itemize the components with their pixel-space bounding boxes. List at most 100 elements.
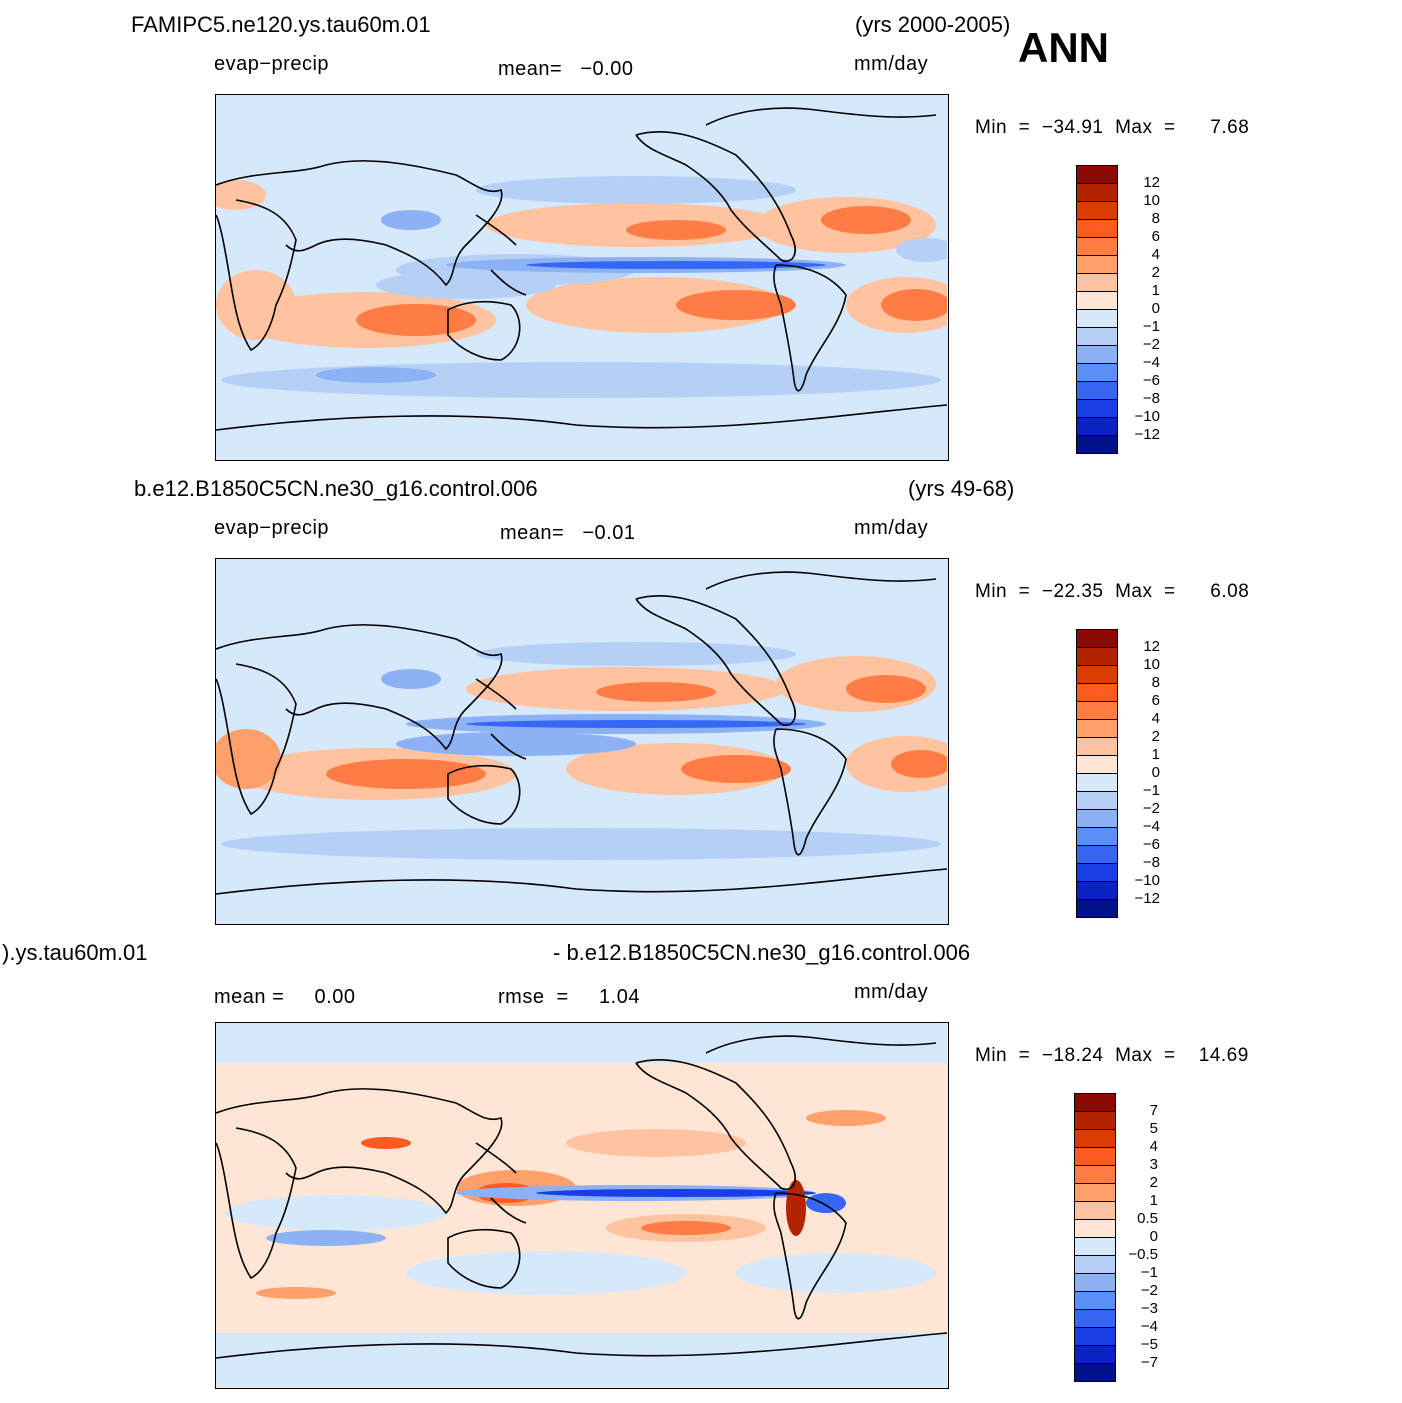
colorbar-swatch — [1076, 827, 1118, 846]
colorbar-swatch — [1076, 845, 1118, 864]
colorbar-tick-label: −2 — [1142, 336, 1160, 353]
colorbar-swatch — [1074, 1237, 1116, 1256]
panel1-mean: mean= −0.00 — [498, 58, 634, 80]
colorbar-tick-label: 1 — [1151, 746, 1160, 763]
colorbar-swatch — [1076, 665, 1118, 684]
panel1-minmax: Min = −34.91 Max = 7.68 — [975, 117, 1250, 138]
panel1-case-name: FAMIPC5.ne120.ys.tau60m.01 — [131, 12, 431, 37]
panel2-min-value: −22.35 — [1041, 581, 1104, 602]
colorbar-tick-label: 5 — [1149, 1120, 1158, 1137]
panel2-max-label: Max — [1115, 581, 1153, 602]
panel1-max-label: Max — [1115, 117, 1153, 138]
panel3-rmse: rmse = 1.04 — [498, 986, 640, 1008]
panel3-map — [215, 1022, 949, 1389]
panel2-minmax: Min = −22.35 Max = 6.08 — [975, 581, 1250, 602]
panel3-max-label: Max — [1115, 1045, 1153, 1066]
colorbar-tick-label: −10 — [1134, 872, 1160, 889]
colorbar-tick-label: 0 — [1149, 1228, 1158, 1245]
colorbar-swatch — [1076, 435, 1118, 454]
colorbar-tick-label: 4 — [1151, 246, 1160, 263]
colorbar-swatch — [1074, 1183, 1116, 1202]
colorbar-tick-label: 4 — [1151, 710, 1160, 727]
colorbar-swatch — [1074, 1255, 1116, 1274]
panel1-map — [215, 94, 949, 461]
colorbar-swatch — [1074, 1291, 1116, 1310]
colorbar-swatch — [1076, 381, 1118, 400]
colorbar-tick-label: −6 — [1142, 372, 1160, 389]
colorbar-tick-label: −4 — [1140, 1318, 1158, 1335]
panel1-min-value: −34.91 — [1041, 117, 1104, 138]
colorbar-tick-label: 4 — [1149, 1138, 1158, 1155]
colorbar-tick-label: 8 — [1151, 210, 1160, 227]
colorbar-swatch — [1076, 809, 1118, 828]
panel3-units: mm/day — [854, 981, 929, 1003]
colorbar-swatch — [1076, 899, 1118, 918]
colorbar-tick-label: 1 — [1149, 1192, 1158, 1209]
colorbar-swatch — [1076, 647, 1118, 666]
colorbar-swatch — [1076, 701, 1118, 720]
panel2-variable: evap−precip — [214, 517, 330, 539]
colorbar-swatch — [1074, 1309, 1116, 1328]
colorbar-swatch — [1076, 273, 1118, 292]
colorbar-tick-label: 6 — [1151, 228, 1160, 245]
colorbar-tick-label: −7 — [1140, 1354, 1158, 1371]
panel2-years: (yrs 49-68) — [908, 476, 1015, 501]
panel2-min-label: Min — [975, 581, 1008, 602]
panel3-case-name-left: ).ys.tau60m.01 — [2, 940, 148, 965]
colorbar-tick-label: −12 — [1134, 426, 1160, 443]
colorbar-tick-label: −0.5 — [1128, 1246, 1158, 1263]
colorbar-swatch — [1076, 183, 1118, 202]
colorbar-tick-label: −12 — [1134, 890, 1160, 907]
colorbar-swatch — [1076, 881, 1118, 900]
colorbar-tick-label: −2 — [1142, 800, 1160, 817]
panel3-minmax: Min = −18.24 Max = 14.69 — [975, 1045, 1249, 1066]
colorbar-swatch — [1076, 629, 1118, 648]
colorbar-tick-label: −5 — [1140, 1336, 1158, 1353]
colorbar-swatch — [1074, 1345, 1116, 1364]
colorbar-swatch — [1074, 1201, 1116, 1220]
colorbar-tick-label: 10 — [1143, 192, 1160, 209]
colorbar-swatch — [1076, 755, 1118, 774]
colorbar-swatch — [1076, 309, 1118, 328]
panel1-min-label: Min — [975, 117, 1008, 138]
panel2-units: mm/day — [854, 517, 929, 539]
colorbar-tick-label: 0.5 — [1137, 1210, 1158, 1227]
colorbar-swatch — [1076, 201, 1118, 220]
colorbar-tick-label: −4 — [1142, 354, 1160, 371]
season-label: ANN — [1018, 24, 1109, 71]
colorbar-swatch — [1076, 417, 1118, 436]
panel3-case-name-right: - b.e12.B1850C5CN.ne30_g16.control.006 — [553, 940, 971, 965]
colorbar-swatch — [1074, 1327, 1116, 1346]
panel2-map — [215, 558, 949, 925]
colorbar-swatch — [1076, 219, 1118, 238]
colorbar-tick-label: −4 — [1142, 818, 1160, 835]
panel1-max-value: 7.68 — [1210, 117, 1250, 138]
panel2-mean: mean= −0.01 — [500, 522, 636, 544]
colorbar-swatch — [1076, 255, 1118, 274]
colorbar-swatch — [1076, 773, 1118, 792]
colorbar-tick-label: −8 — [1142, 390, 1160, 407]
colorbar-swatch — [1076, 791, 1118, 810]
colorbar-tick-label: 0 — [1151, 764, 1160, 781]
colorbar-tick-label: 3 — [1149, 1156, 1158, 1173]
colorbar-tick-label: 8 — [1151, 674, 1160, 691]
panel3-max-value: 14.69 — [1198, 1045, 1249, 1066]
colorbar-tick-label: 2 — [1151, 728, 1160, 745]
colorbar-swatch — [1076, 683, 1118, 702]
colorbar-tick-label: −1 — [1142, 318, 1160, 335]
colorbar-tick-label: −1 — [1142, 782, 1160, 799]
colorbar-tick-label: −10 — [1134, 408, 1160, 425]
colorbar-swatch — [1076, 165, 1118, 184]
panel1-variable: evap−precip — [214, 53, 330, 75]
panel1-units: mm/day — [854, 53, 929, 75]
colorbar-swatch — [1074, 1093, 1116, 1112]
colorbar-swatch — [1074, 1165, 1116, 1184]
colorbar-swatch — [1074, 1147, 1116, 1166]
colorbar-swatch — [1076, 737, 1118, 756]
colorbar-tick-label: 7 — [1149, 1102, 1158, 1119]
panel1-map-drawing — [216, 107, 947, 431]
panel2-max-value: 6.08 — [1210, 581, 1250, 602]
colorbar-swatch — [1074, 1273, 1116, 1292]
colorbar-swatch — [1076, 363, 1118, 382]
colorbar-tick-label: 12 — [1143, 174, 1160, 191]
